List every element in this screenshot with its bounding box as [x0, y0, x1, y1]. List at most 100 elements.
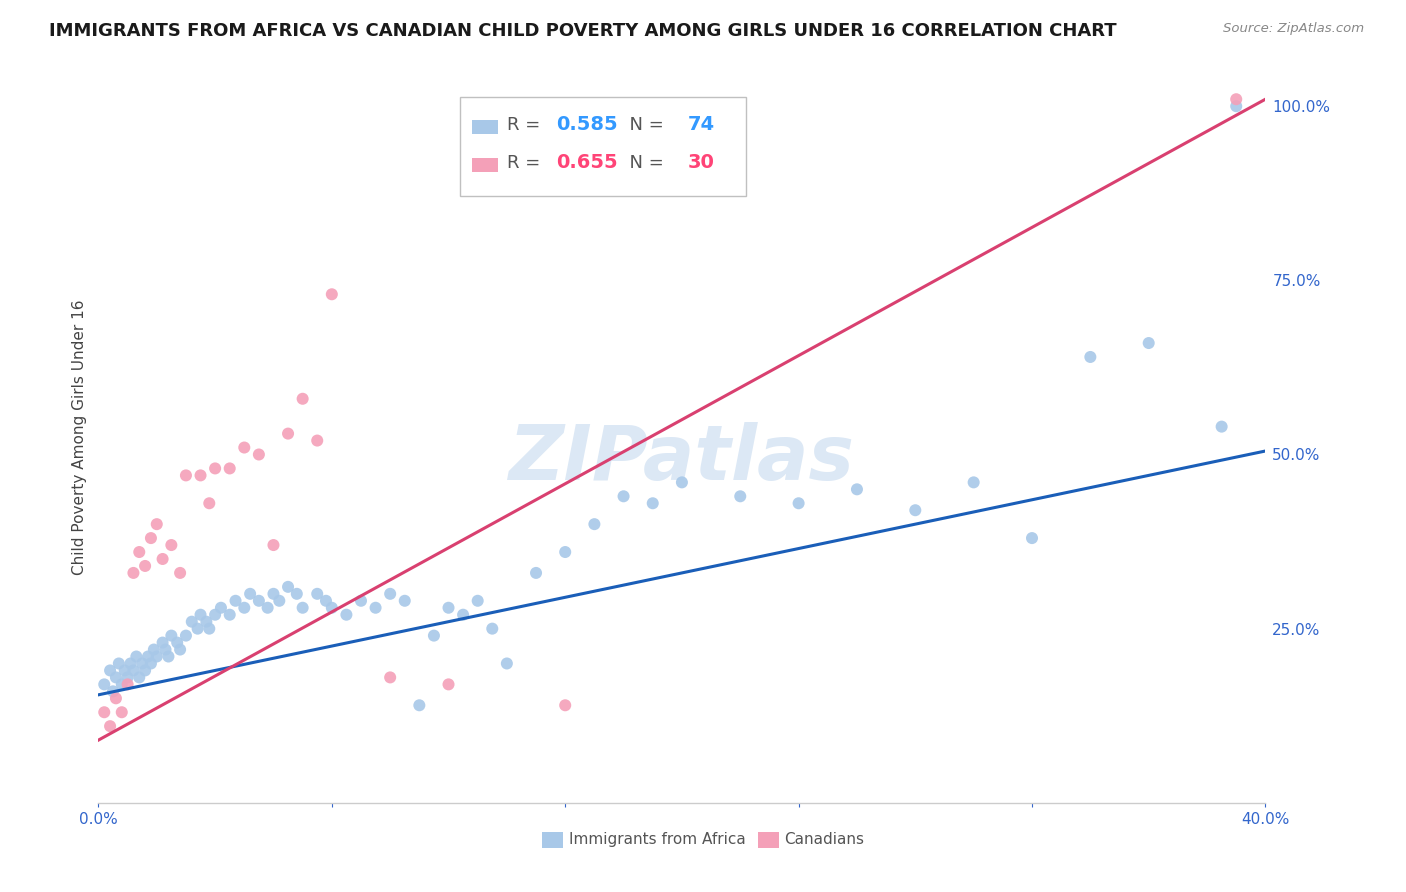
Point: [554, 545, 576, 559]
Point: [190, 607, 212, 622]
Point: [247, 448, 270, 462]
Point: [277, 426, 299, 441]
Point: [321, 600, 343, 615]
Point: [128, 670, 150, 684]
Point: [262, 538, 284, 552]
Point: [169, 566, 191, 580]
Text: 0.655: 0.655: [555, 153, 617, 172]
Point: [142, 642, 165, 657]
Point: [190, 468, 212, 483]
Point: [1080, 350, 1102, 364]
Text: ZIPatlas: ZIPatlas: [509, 422, 855, 496]
Point: [846, 483, 869, 497]
Point: [111, 705, 134, 719]
Point: [204, 607, 226, 622]
Point: [111, 677, 134, 691]
Point: [962, 475, 984, 490]
Point: [1021, 531, 1043, 545]
Point: [108, 657, 131, 671]
Text: R =: R =: [508, 116, 546, 134]
Point: [262, 587, 284, 601]
Point: [195, 615, 218, 629]
Point: [285, 587, 308, 601]
Y-axis label: Child Poverty Among Girls Under 16: Child Poverty Among Girls Under 16: [72, 300, 87, 574]
Text: Canadians: Canadians: [785, 832, 865, 847]
Point: [174, 629, 197, 643]
Point: [104, 691, 127, 706]
Point: [139, 657, 162, 671]
Point: [218, 607, 240, 622]
Point: [256, 600, 278, 615]
Point: [1137, 336, 1160, 351]
Point: [128, 545, 150, 559]
Point: [437, 677, 460, 691]
Point: [174, 468, 197, 483]
FancyBboxPatch shape: [460, 97, 747, 195]
Point: [269, 594, 291, 608]
Point: [160, 629, 183, 643]
Point: [218, 461, 240, 475]
Point: [93, 677, 115, 691]
Point: [481, 622, 503, 636]
Point: [380, 670, 402, 684]
Point: [394, 594, 416, 608]
Point: [1225, 99, 1247, 113]
Point: [98, 664, 121, 678]
Point: [437, 600, 460, 615]
Point: [730, 489, 752, 503]
Point: [364, 600, 387, 615]
Point: [1225, 92, 1247, 106]
Point: [335, 607, 357, 622]
Point: [117, 670, 139, 684]
Point: [187, 622, 209, 636]
Point: [1211, 419, 1233, 434]
Point: [641, 496, 664, 510]
FancyBboxPatch shape: [472, 158, 498, 171]
Point: [101, 684, 124, 698]
Point: [380, 587, 402, 601]
Point: [120, 657, 142, 671]
Point: [554, 698, 576, 713]
Point: [408, 698, 430, 713]
Point: [787, 496, 810, 510]
FancyBboxPatch shape: [758, 832, 779, 848]
Point: [730, 120, 752, 134]
Text: N =: N =: [617, 153, 669, 172]
Point: [152, 635, 174, 649]
Point: [160, 538, 183, 552]
Point: [451, 607, 474, 622]
Point: [104, 670, 127, 684]
Point: [904, 503, 927, 517]
Text: N =: N =: [617, 116, 669, 134]
Point: [524, 566, 547, 580]
Point: [139, 531, 162, 545]
Point: [291, 600, 314, 615]
Point: [233, 600, 256, 615]
Text: IMMIGRANTS FROM AFRICA VS CANADIAN CHILD POVERTY AMONG GIRLS UNDER 16 CORRELATIO: IMMIGRANTS FROM AFRICA VS CANADIAN CHILD…: [49, 22, 1116, 40]
Point: [117, 677, 139, 691]
FancyBboxPatch shape: [541, 832, 562, 848]
Point: [321, 287, 343, 301]
Point: [247, 594, 270, 608]
Point: [125, 649, 148, 664]
Point: [225, 594, 247, 608]
Point: [277, 580, 299, 594]
Text: Immigrants from Africa: Immigrants from Africa: [568, 832, 745, 847]
Point: [198, 622, 221, 636]
Point: [114, 664, 136, 678]
Point: [350, 594, 373, 608]
Point: [136, 649, 159, 664]
Text: 30: 30: [688, 153, 714, 172]
Point: [423, 629, 446, 643]
Point: [146, 649, 169, 664]
Text: R =: R =: [508, 153, 546, 172]
Point: [467, 594, 489, 608]
Point: [233, 441, 256, 455]
Point: [134, 664, 156, 678]
Text: 0.585: 0.585: [555, 115, 617, 135]
Point: [180, 615, 202, 629]
Point: [291, 392, 314, 406]
Point: [131, 657, 153, 671]
Point: [93, 705, 115, 719]
Point: [157, 649, 180, 664]
